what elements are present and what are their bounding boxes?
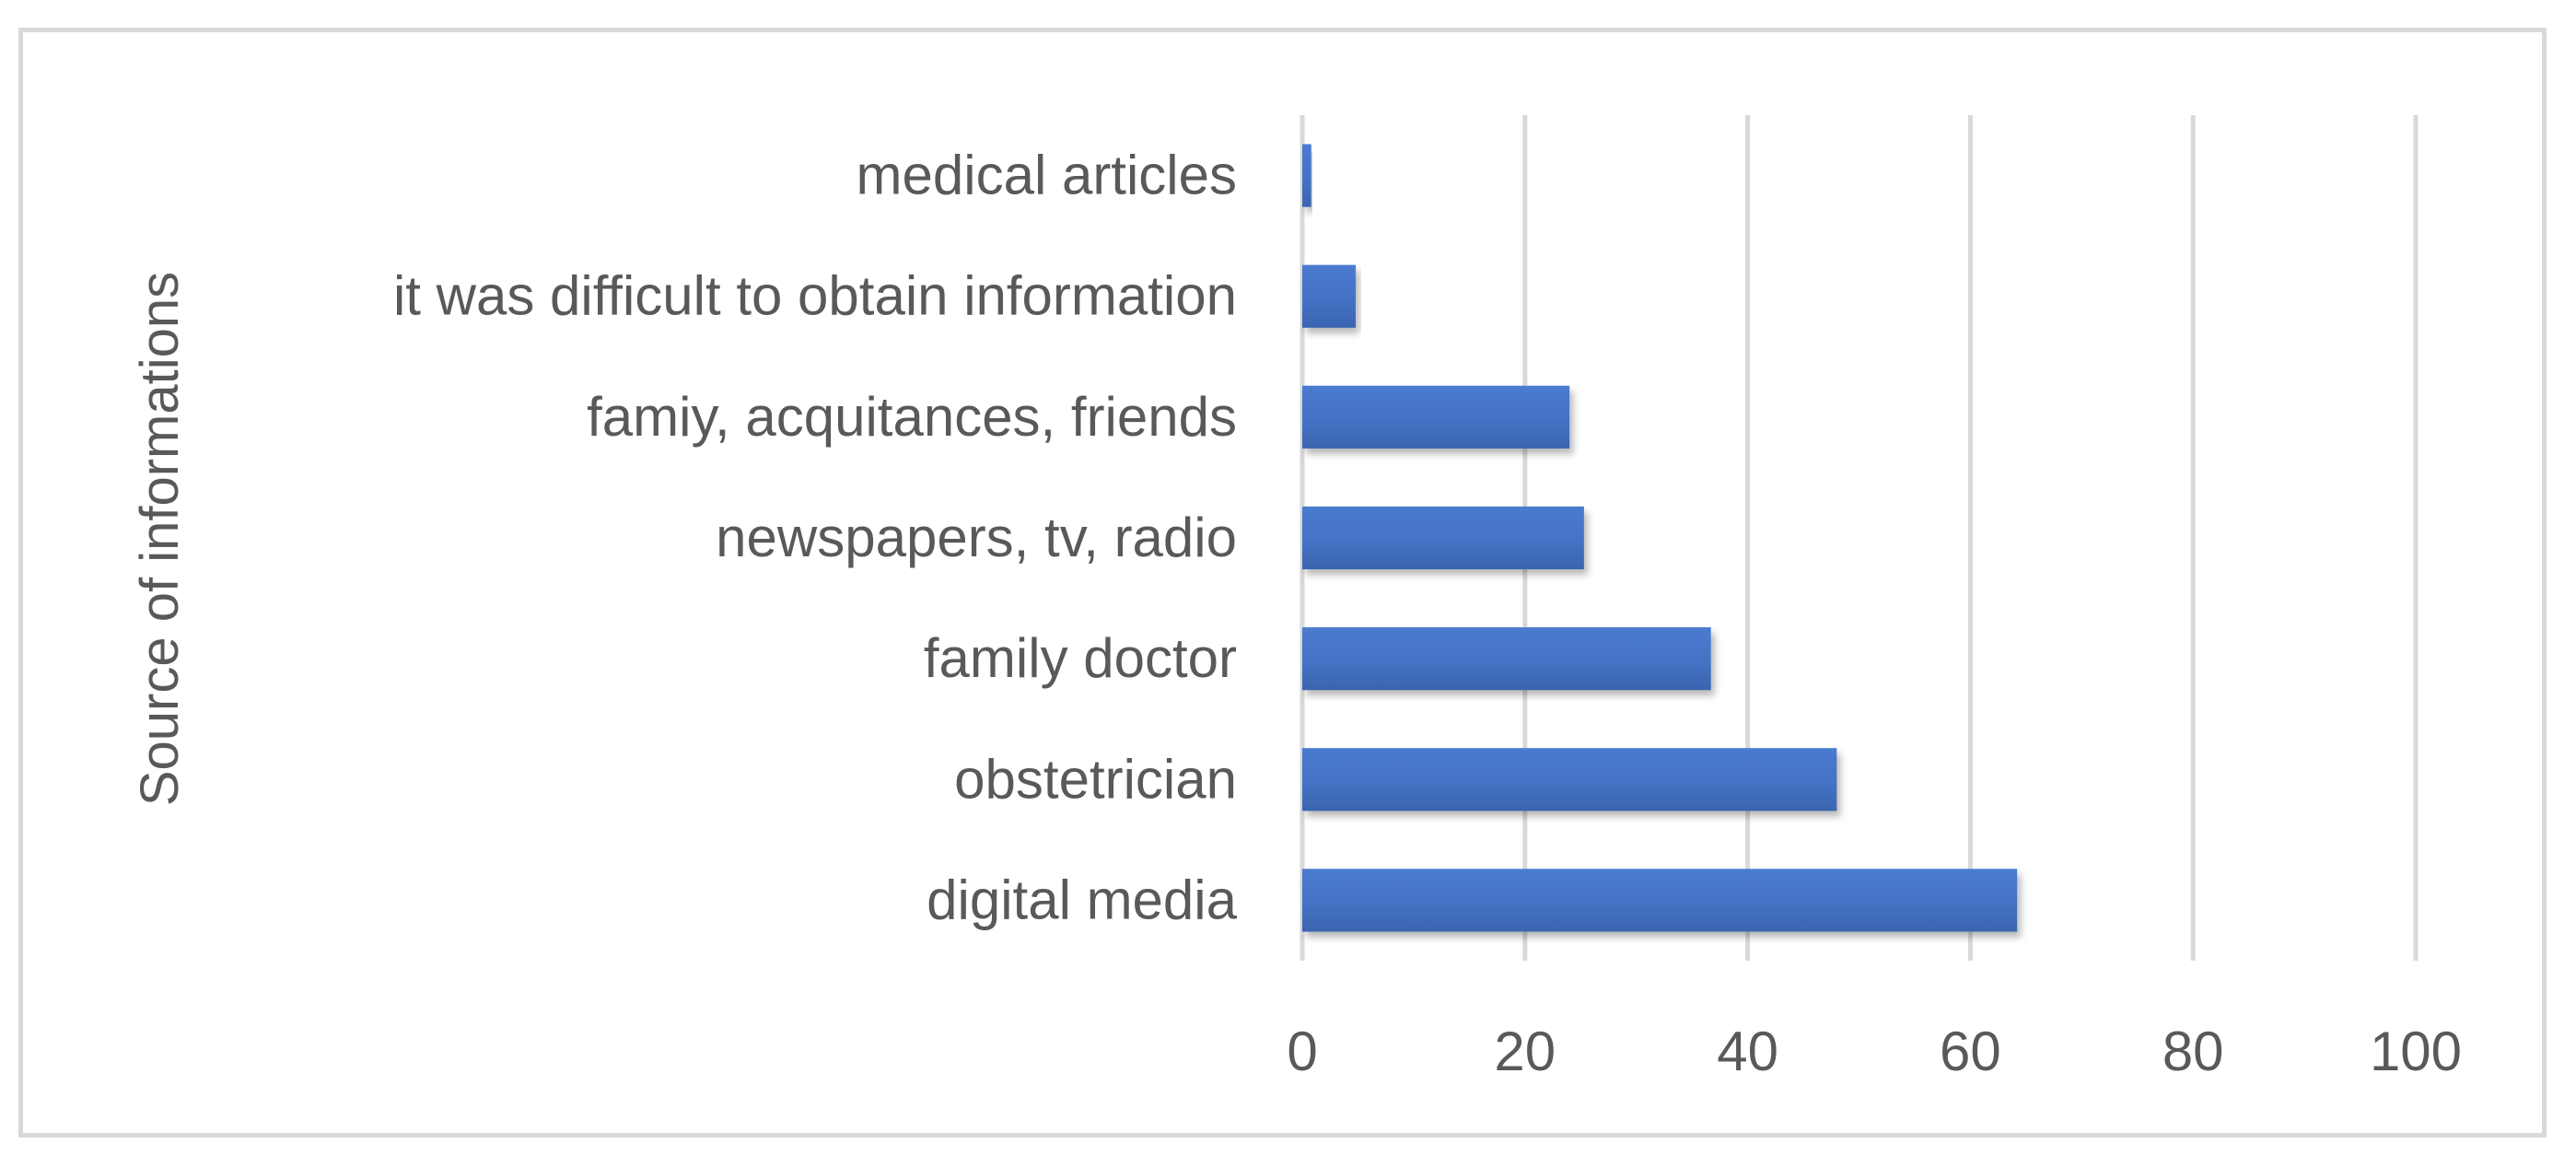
category-label: it was difficult to obtain information [393, 265, 1237, 327]
category-labels: medical articles it was difficult to obta… [393, 145, 1238, 931]
x-tick-label: 40 [1717, 1021, 1778, 1082]
x-tick-label: 0 [1287, 1021, 1317, 1082]
bars [1302, 144, 2018, 932]
bar [1302, 627, 1711, 691]
x-tick-label: 20 [1494, 1021, 1556, 1082]
bar [1302, 869, 2018, 932]
x-tick-label: 80 [2162, 1021, 2224, 1082]
category-label: medical articles [857, 145, 1237, 206]
bar [1302, 748, 1837, 811]
category-label: family doctor [924, 627, 1237, 689]
bar [1302, 506, 1584, 570]
category-label: newspapers, tv, radio [716, 507, 1237, 568]
x-tick-label: 60 [1940, 1021, 2001, 1082]
bar [1302, 144, 1311, 207]
chart-frame [18, 28, 2547, 1138]
x-tick-labels: 0 20 40 60 80 100 [1287, 1021, 2462, 1082]
category-label: obstetrician [954, 748, 1237, 810]
gridlines [1300, 115, 2419, 961]
bar [1302, 264, 1357, 328]
x-tick-label: 100 [2370, 1021, 2462, 1082]
bar [1302, 385, 1570, 449]
y-axis-title: Source of informations [130, 272, 190, 806]
category-label: famiy, acquitances, friends [587, 386, 1237, 448]
category-label: digital media [927, 869, 1237, 930]
